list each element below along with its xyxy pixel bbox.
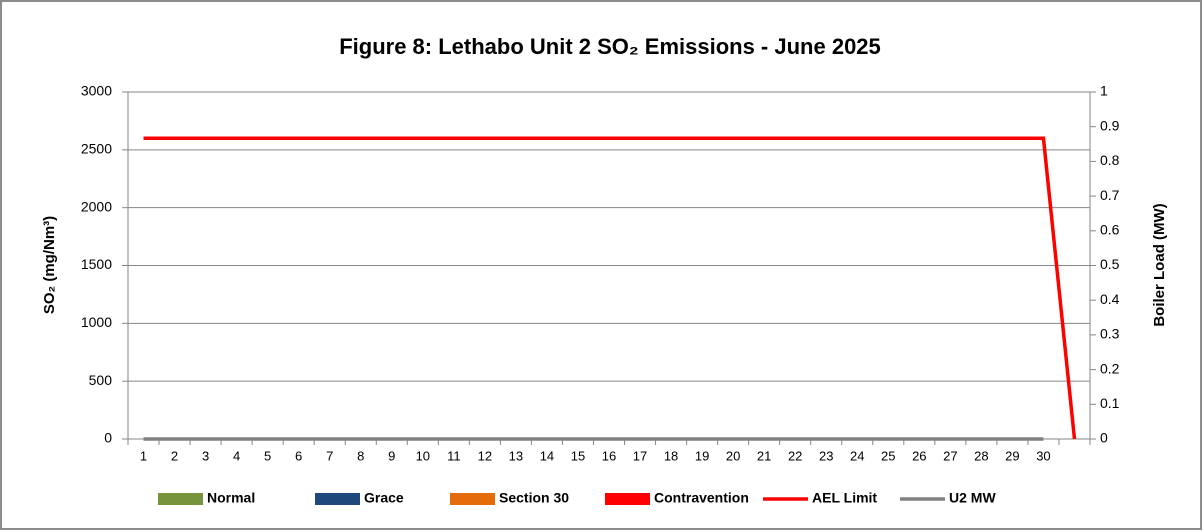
y2-tick-label: 0.8 xyxy=(1100,152,1120,168)
x-tick-label: 16 xyxy=(602,448,616,463)
y2-tick-label: 0.3 xyxy=(1100,326,1120,342)
y2-tick-label: 0.5 xyxy=(1100,256,1120,272)
legend-swatch xyxy=(315,493,360,505)
legend-label: Grace xyxy=(364,490,404,506)
x-tick-label: 20 xyxy=(726,448,740,463)
x-tick-label: 24 xyxy=(850,448,864,463)
y2-tick-label: 0 xyxy=(1100,430,1108,446)
legend-label: U2 MW xyxy=(949,490,996,506)
legend-label: Section 30 xyxy=(499,490,569,506)
y2-tick-label: 0.1 xyxy=(1100,395,1120,411)
x-tick-label: 21 xyxy=(757,448,771,463)
y2-tick-label: 1 xyxy=(1100,83,1108,99)
y-tick-label: 3000 xyxy=(81,83,112,99)
y-tick-label: 1000 xyxy=(81,314,112,330)
legend-label: AEL Limit xyxy=(812,490,877,506)
x-tick-label: 10 xyxy=(416,448,430,463)
x-tick-label: 28 xyxy=(974,448,988,463)
y-tick-label: 2500 xyxy=(81,141,112,157)
x-tick-label: 6 xyxy=(295,448,302,463)
y2-tick-label: 0.2 xyxy=(1100,360,1120,376)
legend-swatch xyxy=(158,493,203,505)
x-tick-label: 7 xyxy=(326,448,333,463)
x-tick-label: 12 xyxy=(478,448,492,463)
x-tick-label: 13 xyxy=(509,448,523,463)
x-tick-label: 5 xyxy=(264,448,271,463)
y2-tick-label: 0.4 xyxy=(1100,291,1120,307)
line xyxy=(143,136,1077,440)
x-tick-label: 4 xyxy=(233,448,240,463)
x-tick-label: 23 xyxy=(819,448,833,463)
x-tick-label: 15 xyxy=(571,448,585,463)
x-tick-label: 8 xyxy=(357,448,364,463)
x-tick-label: 26 xyxy=(912,448,926,463)
legend-swatch xyxy=(450,493,495,505)
y2-tick-label: 0.6 xyxy=(1100,222,1120,238)
y-axis-label: SO₂ (mg/Nm³) xyxy=(41,216,58,314)
y2-axis-label: Boiler Load (MW) xyxy=(1151,203,1168,326)
x-tick-label: 25 xyxy=(881,448,895,463)
x-tick-label: 9 xyxy=(388,448,395,463)
y-tick-label: 2000 xyxy=(81,198,112,214)
y-tick-label: 1500 xyxy=(81,256,112,272)
x-tick-label: 18 xyxy=(664,448,678,463)
x-tick-label: 29 xyxy=(1005,448,1019,463)
x-tick-label: 2 xyxy=(171,448,178,463)
y-tick-label: 500 xyxy=(89,372,113,388)
y-tick-label: 0 xyxy=(104,430,112,446)
y2-tick-label: 0.9 xyxy=(1100,117,1120,133)
x-tick-label: 11 xyxy=(447,448,461,463)
x-tick-label: 22 xyxy=(788,448,802,463)
legend-swatch xyxy=(605,493,650,505)
y2-tick-label: 0.7 xyxy=(1100,187,1120,203)
chart-title: Figure 8: Lethabo Unit 2 SO₂ Emissions -… xyxy=(339,34,881,59)
x-tick-label: 1 xyxy=(140,448,147,463)
x-tick-label: 17 xyxy=(633,448,647,463)
legend-label: Normal xyxy=(207,490,255,506)
x-tick-label: 14 xyxy=(540,448,554,463)
legend-label: Contravention xyxy=(654,490,749,506)
x-tick-label: 19 xyxy=(695,448,709,463)
x-tick-label: 3 xyxy=(202,448,209,463)
x-tick-label: 27 xyxy=(943,448,957,463)
x-tick-label: 30 xyxy=(1036,448,1050,463)
